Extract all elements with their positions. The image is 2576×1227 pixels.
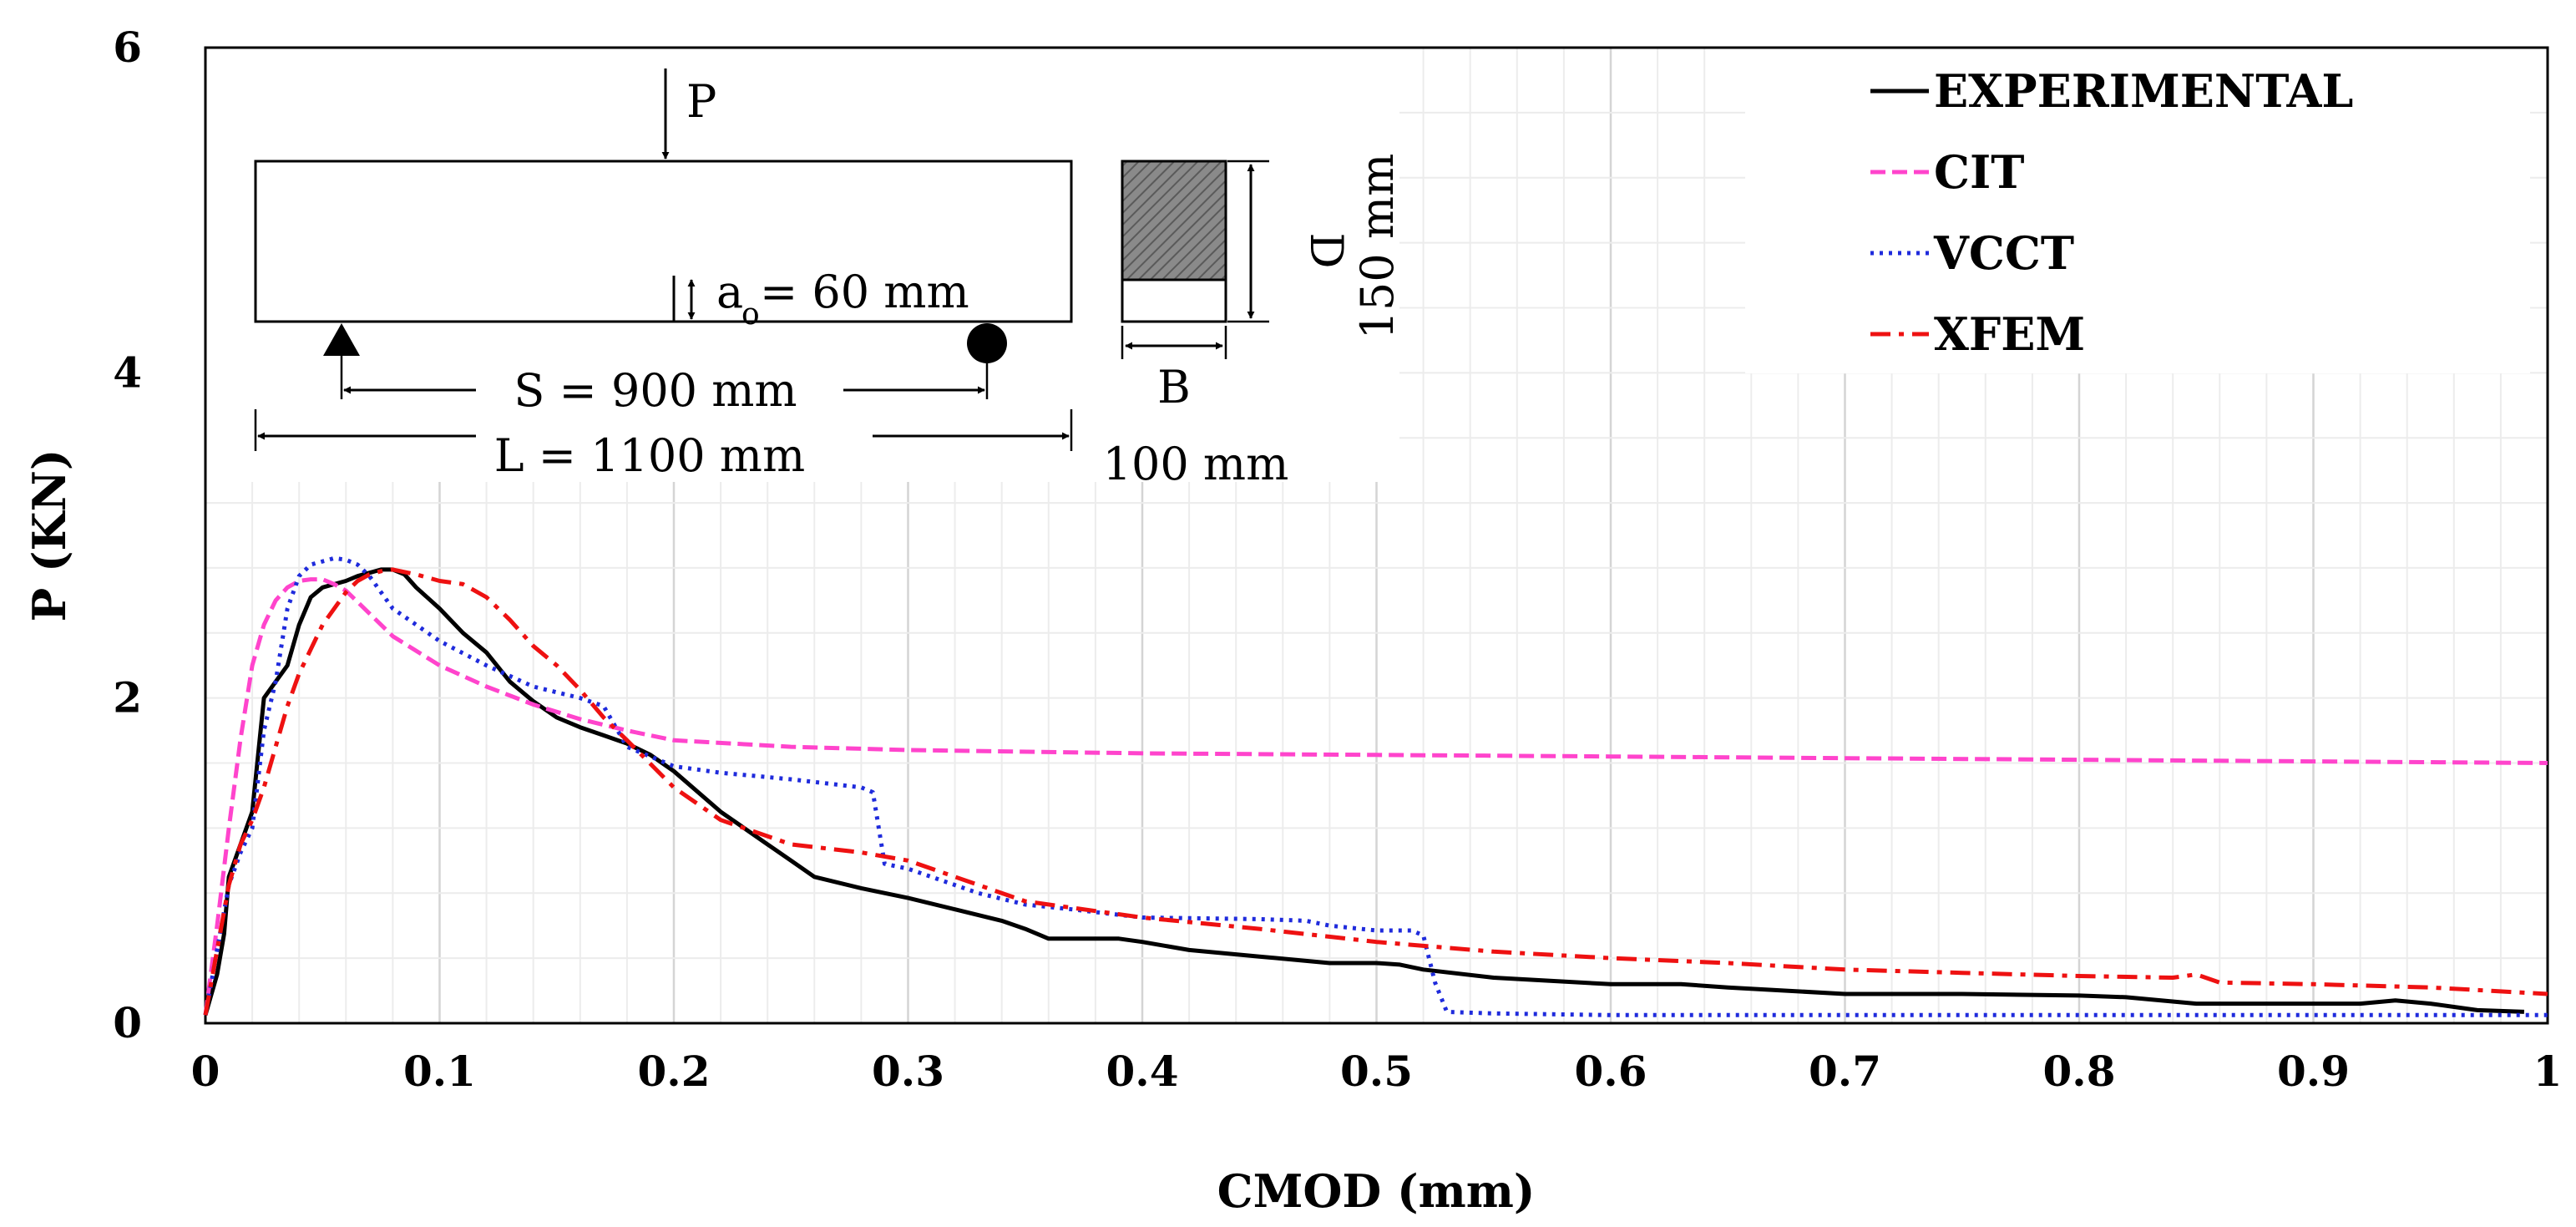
beam-schematic: P a o = 60 mm S = 900 mm L = 1100 mm D 1…: [254, 68, 1404, 490]
depth-value: 150 mm: [1351, 154, 1404, 340]
y-tick-label: 4: [113, 347, 142, 397]
legend-label-vcct: VCCT: [1933, 226, 2074, 280]
x-axis-title: CMOD (mm): [1217, 1164, 1536, 1218]
tick-labels: 0 0.1 0.2 0.3 0.4 0.5 0.6 0.7 0.8 0.9 1 0 2 4 6: [113, 23, 2562, 1096]
series-line-experimental: [203, 567, 2524, 1016]
x-tick-label: 0.4: [1106, 1047, 1179, 1096]
legend: EXPERIMENTAL CIT VCCT XFEM: [1870, 64, 2353, 361]
breadth-value: 100 mm: [1103, 438, 1289, 490]
x-tick-label: 0: [191, 1047, 220, 1096]
series-layer: [203, 555, 2548, 1017]
roller-support-icon: [967, 323, 1007, 363]
x-tick-label: 0.9: [2277, 1047, 2350, 1096]
x-tick-label: 0.1: [403, 1047, 476, 1096]
depth-label: D: [1300, 232, 1353, 268]
plot-frame: [204, 46, 2549, 1025]
legend-label-xfem: XFEM: [1934, 307, 2085, 361]
series-line-cit: [203, 577, 2548, 1016]
cross-section-hatched: [1121, 160, 1227, 281]
cross-section-notch: [1121, 278, 1227, 323]
x-tick-label: 0.5: [1340, 1047, 1413, 1096]
y-tick-label: 0: [113, 998, 142, 1047]
series-line-xfem: [203, 567, 2548, 1016]
length-label: L = 1100 mm: [494, 429, 805, 482]
legend-label-cit: CIT: [1934, 145, 2024, 199]
notch-label: a: [716, 266, 743, 318]
y-tick-label: 2: [113, 673, 142, 723]
y-tick-label: 6: [113, 23, 142, 72]
load-label: P: [686, 75, 716, 128]
breadth-label: B: [1157, 361, 1191, 413]
x-tick-label: 0.3: [872, 1047, 944, 1096]
x-tick-label: 1: [2533, 1047, 2563, 1096]
x-tick-label: 0.7: [1809, 1047, 1881, 1096]
beam-body: [254, 160, 1073, 323]
legend-label-experimental: EXPERIMENTAL: [1934, 64, 2353, 118]
x-tick-label: 0.8: [2043, 1047, 2116, 1096]
x-tick-label: 0.2: [638, 1047, 711, 1096]
notch-subscript: o: [741, 297, 760, 332]
legend-background: [1745, 48, 2530, 373]
y-axis-title: P (KN): [23, 449, 76, 622]
span-label: S = 900 mm: [514, 364, 797, 417]
notch-value: = 60 mm: [760, 266, 969, 318]
x-tick-label: 0.6: [1575, 1047, 1647, 1096]
pin-support-icon: [323, 323, 360, 356]
